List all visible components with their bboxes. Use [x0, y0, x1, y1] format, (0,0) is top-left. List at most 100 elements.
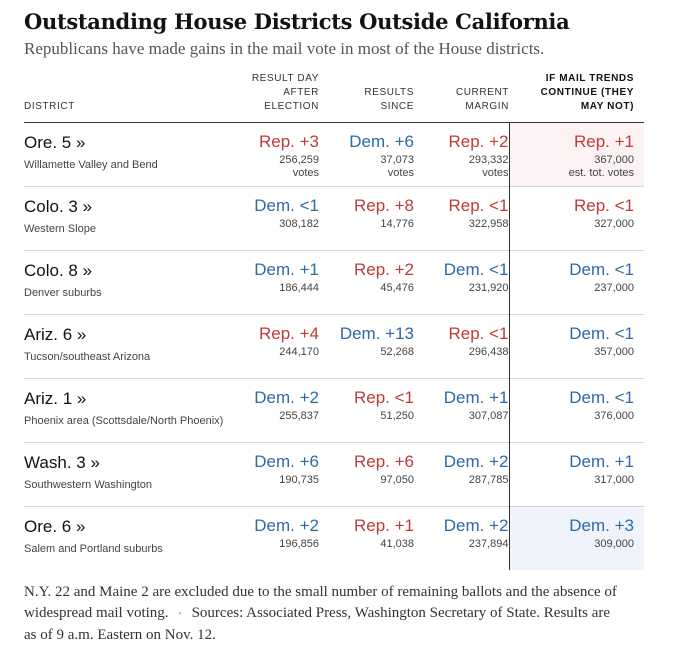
vote-count: 51,250 — [380, 410, 414, 422]
district-cell: Ariz. 6 » Tucson/southeast Arizona — [24, 314, 229, 379]
vote-count: 308,182 — [279, 218, 319, 230]
result-day-after-cell: Dem. +6 190,735 — [229, 442, 319, 507]
result-day-after-cell: Dem. +1 186,444 — [229, 250, 319, 315]
table-header-row: DISTRICT RESULT DAY AFTER ELECTION RESUL… — [24, 72, 644, 123]
district-link[interactable]: Colo. 3 » — [24, 197, 93, 216]
mail-trend-cell: Rep. <1 327,000 — [508, 186, 644, 251]
vote-count: 317,000 — [594, 474, 634, 486]
table-row: Colo. 3 » Western Slope Dem. <1 308,182 Rep.… — [24, 186, 644, 251]
header-results-since: RESULTS SINCE — [364, 87, 414, 112]
margin-value: Rep. +1 — [573, 132, 634, 151]
margin-value: Dem. +2 — [443, 516, 509, 535]
current-margin-cell: Dem. +2 237,894 — [414, 506, 509, 570]
header-result-day-after: RESULT DAY AFTER ELECTION — [251, 73, 319, 112]
mail-trend-cell: Dem. <1 376,000 — [508, 378, 644, 443]
margin-value: Dem. +6 — [254, 452, 319, 471]
results-since-cell: Rep. +2 45,476 — [319, 250, 414, 315]
margin-value: Rep. +2 — [353, 260, 414, 279]
district-link[interactable]: Ore. 5 » — [24, 133, 86, 152]
mail-trend-cell: Dem. +3 309,000 — [508, 506, 644, 570]
margin-value: Dem. <1 — [443, 260, 509, 279]
margin-value: Dem. +1 — [254, 260, 319, 279]
district-cell: Colo. 8 » Denver suburbs — [24, 250, 229, 315]
vote-count: 357,000 — [594, 346, 634, 358]
mail-trend-cell: Dem. +1 317,000 — [508, 442, 644, 507]
margin-value: Dem. <1 — [569, 388, 634, 407]
margin-value: Dem. <1 — [569, 324, 634, 343]
vote-count: 322,958 — [468, 218, 509, 230]
mail-trend-cell: Dem. <1 357,000 — [508, 314, 644, 379]
header-district: DISTRICT — [24, 101, 75, 112]
district-region: Willamette Valley and Bend — [24, 159, 158, 171]
margin-value: Rep. +3 — [258, 132, 319, 151]
page-title: Outstanding House Districts Outside Cali… — [24, 9, 570, 34]
margin-value: Dem. +1 — [443, 388, 509, 407]
margin-value: Dem. +2 — [254, 388, 319, 407]
district-link[interactable]: Wash. 3 » — [24, 453, 100, 472]
vote-unit: votes — [482, 167, 509, 179]
vote-count: 190,735 — [279, 474, 319, 486]
district-link[interactable]: Ariz. 1 » — [24, 389, 87, 408]
results-since-cell: Rep. +1 41,038 — [319, 506, 414, 570]
vote-count: 37,073 — [380, 154, 414, 166]
table-row: Colo. 8 » Denver suburbs Dem. +1 186,444 Rep… — [24, 250, 644, 315]
table-row: Ore. 6 » Salem and Portland suburbs Dem. +… — [24, 506, 644, 570]
vote-count: 186,444 — [279, 282, 319, 294]
margin-value: Dem. +6 — [349, 132, 414, 151]
header-current-margin: CURRENT MARGIN — [455, 87, 509, 112]
vote-count: 307,087 — [468, 410, 509, 422]
results-since-cell: Dem. +13 52,268 — [319, 314, 414, 379]
vote-count: 287,785 — [468, 474, 509, 486]
margin-value: Rep. +4 — [258, 324, 319, 343]
district-cell: Colo. 3 » Western Slope — [24, 186, 229, 251]
vote-count: 41,038 — [380, 538, 414, 550]
results-since-cell: Dem. +6 37,073 votes — [319, 122, 414, 187]
graphic-container: Outstanding House Districts Outside Cali… — [24, 8, 644, 646]
district-link[interactable]: Ariz. 6 » — [24, 325, 87, 344]
margin-value: Dem. <1 — [569, 260, 634, 279]
mail-trend-cell: Dem. <1 237,000 — [508, 250, 644, 315]
vote-count: 296,438 — [468, 346, 509, 358]
district-cell: Ariz. 1 » Phoenix area (Scottsdale/North … — [24, 378, 229, 443]
table-row: Ariz. 6 » Tucson/southeast Arizona Rep. +4… — [24, 314, 644, 379]
vote-count: 97,050 — [380, 474, 414, 486]
margin-value: Rep. <1 — [353, 388, 414, 407]
vote-count: 52,268 — [380, 346, 414, 358]
district-link[interactable]: Ore. 6 » — [24, 517, 86, 536]
margin-value: Dem. +2 — [443, 452, 509, 471]
districts-table: DISTRICT RESULT DAY AFTER ELECTION RESUL… — [24, 72, 644, 570]
current-margin-cell: Rep. <1 296,438 — [414, 314, 509, 379]
vote-count: 244,170 — [279, 346, 319, 358]
result-day-after-cell: Dem. <1 308,182 — [229, 186, 319, 251]
vote-count: 231,920 — [468, 282, 509, 294]
results-since-cell: Rep. <1 51,250 — [319, 378, 414, 443]
vote-count: 309,000 — [594, 538, 634, 550]
current-margin-cell: Rep. +2 293,332 votes — [414, 122, 509, 187]
results-since-cell: Rep. +8 14,776 — [319, 186, 414, 251]
separator-dot: • — [178, 609, 182, 620]
vote-count: 256,259 — [279, 154, 319, 166]
table-row: Wash. 3 » Southwestern Washington Dem. +6 1… — [24, 442, 644, 507]
vote-count: 255,837 — [279, 410, 319, 422]
margin-value: Dem. <1 — [254, 196, 319, 215]
margin-value: Rep. <1 — [448, 324, 509, 343]
vote-unit: votes — [292, 167, 319, 179]
margin-value: Rep. +1 — [353, 516, 414, 535]
page-subtitle: Republicans have made gains in the mail … — [24, 39, 545, 58]
district-link[interactable]: Colo. 8 » — [24, 261, 93, 280]
district-cell: Ore. 6 » Salem and Portland suburbs — [24, 506, 229, 570]
results-since-cell: Rep. +6 97,050 — [319, 442, 414, 507]
table-row: Ore. 5 » Willamette Valley and Bend Rep. +… — [24, 122, 644, 187]
district-cell: Ore. 5 » Willamette Valley and Bend — [24, 122, 229, 187]
vote-unit: votes — [387, 167, 414, 179]
district-region: Salem and Portland suburbs — [24, 543, 163, 555]
district-region: Tucson/southeast Arizona — [24, 351, 151, 363]
margin-value: Rep. +8 — [353, 196, 414, 215]
current-margin-cell: Dem. +2 287,785 — [414, 442, 509, 507]
vote-count: 237,000 — [594, 282, 634, 294]
margin-value: Rep. <1 — [448, 196, 509, 215]
margin-value: Dem. +2 — [254, 516, 319, 535]
district-cell: Wash. 3 » Southwestern Washington — [24, 442, 229, 507]
current-margin-cell: Rep. <1 322,958 — [414, 186, 509, 251]
mail-trend-cell: Rep. +1 367,000 est. tot. votes — [508, 122, 644, 187]
